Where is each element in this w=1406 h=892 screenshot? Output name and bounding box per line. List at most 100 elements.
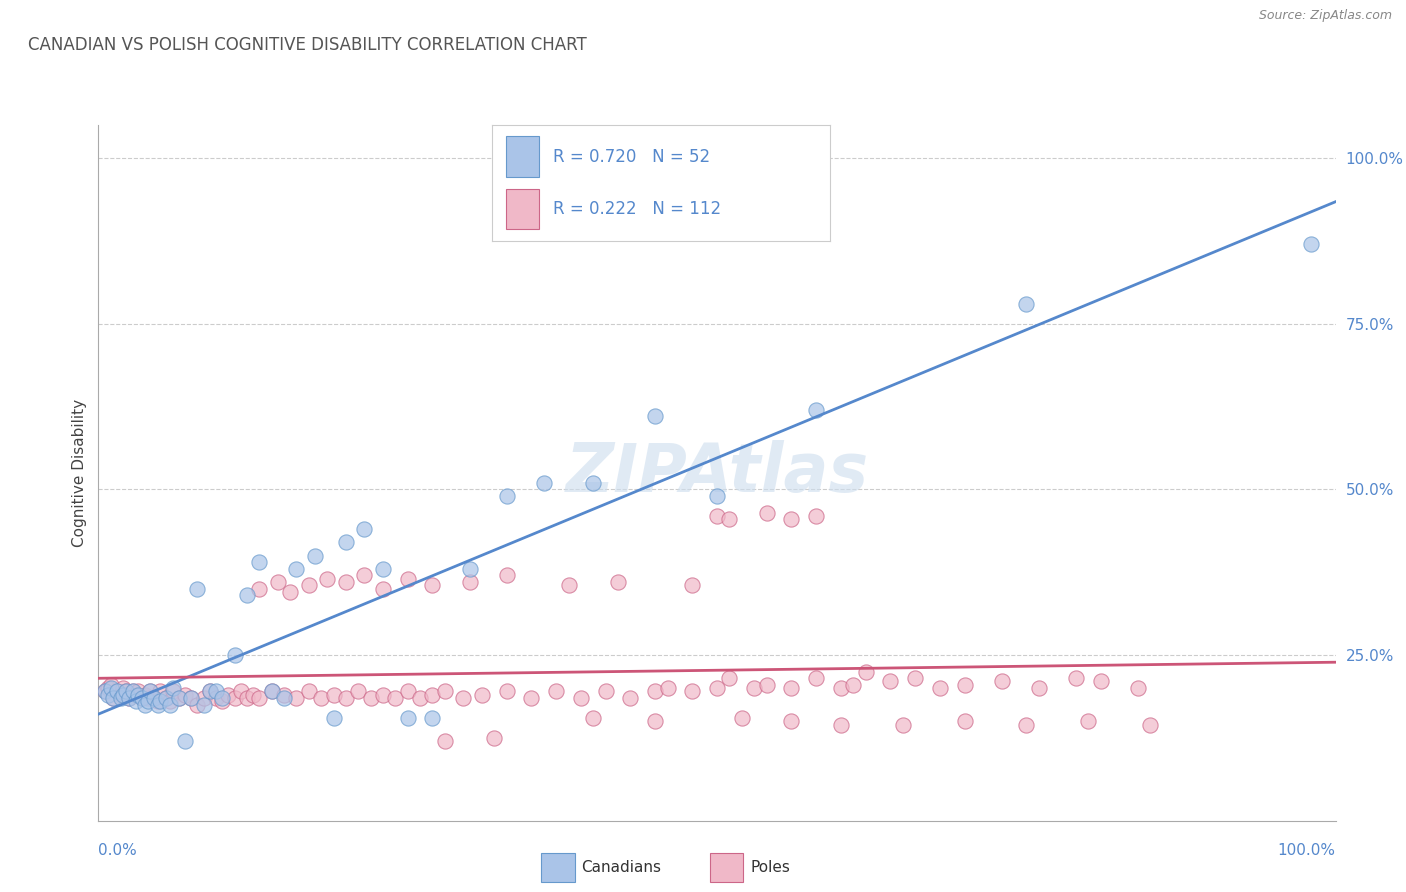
Point <box>433 734 456 748</box>
Point <box>159 698 181 712</box>
Point <box>619 691 641 706</box>
Point <box>267 575 290 590</box>
Point <box>198 684 221 698</box>
Point <box>595 684 617 698</box>
Point <box>236 588 259 602</box>
Point <box>124 694 146 708</box>
Point <box>247 582 270 596</box>
Point <box>879 674 901 689</box>
Point <box>174 688 197 702</box>
Point <box>718 671 741 685</box>
Point <box>131 691 153 706</box>
Point <box>953 678 976 692</box>
Point <box>533 475 555 490</box>
Point <box>162 681 184 695</box>
Point <box>122 684 145 698</box>
Point <box>114 684 136 698</box>
Point <box>990 674 1012 689</box>
Point <box>273 691 295 706</box>
Point <box>112 688 135 702</box>
Text: CANADIAN VS POLISH COGNITIVE DISABILITY CORRELATION CHART: CANADIAN VS POLISH COGNITIVE DISABILITY … <box>28 36 586 54</box>
Point <box>371 562 394 576</box>
Point <box>495 684 517 698</box>
Point <box>211 691 233 706</box>
Point <box>136 694 159 708</box>
Text: Source: ZipAtlas.com: Source: ZipAtlas.com <box>1258 9 1392 22</box>
Text: Poles: Poles <box>751 860 790 875</box>
Point <box>484 731 506 745</box>
Point <box>278 585 301 599</box>
Bar <box>710 854 744 881</box>
Point <box>804 402 827 417</box>
Point <box>112 681 135 695</box>
Point <box>422 578 444 592</box>
Point <box>103 691 125 706</box>
Point <box>347 684 370 698</box>
Point <box>422 711 444 725</box>
Point <box>193 698 215 712</box>
Point <box>780 714 803 729</box>
Text: R = 0.720   N = 52: R = 0.720 N = 52 <box>553 148 710 166</box>
Point <box>155 691 177 706</box>
Point <box>471 688 494 702</box>
Point <box>304 549 326 563</box>
Point <box>205 691 228 706</box>
Point <box>134 688 156 702</box>
Point <box>458 562 481 576</box>
Point <box>103 691 125 706</box>
Bar <box>506 136 540 177</box>
Point <box>384 691 406 706</box>
Point <box>353 522 375 536</box>
Point <box>953 714 976 729</box>
Point <box>582 475 605 490</box>
Point <box>780 512 803 526</box>
Point <box>842 678 865 692</box>
Point <box>105 684 128 698</box>
Point <box>644 409 666 424</box>
Point <box>298 684 321 698</box>
Point <box>193 691 215 706</box>
Point <box>127 688 149 702</box>
Point <box>159 694 181 708</box>
Point <box>1077 714 1099 729</box>
Point <box>495 568 517 582</box>
Point <box>97 688 120 702</box>
Point <box>100 681 122 695</box>
Point <box>131 691 153 706</box>
Point <box>229 684 252 698</box>
Point <box>335 575 357 590</box>
Point <box>105 684 128 698</box>
Y-axis label: Cognitive Disability: Cognitive Disability <box>72 399 87 547</box>
Point <box>928 681 950 695</box>
Point <box>755 506 778 520</box>
Point <box>260 684 283 698</box>
Point <box>681 684 703 698</box>
Point <box>396 711 419 725</box>
Point <box>804 671 827 685</box>
Point <box>644 684 666 698</box>
Point <box>149 684 172 698</box>
Point <box>93 684 115 698</box>
Point <box>495 489 517 503</box>
Point <box>118 691 141 706</box>
Point <box>167 691 190 706</box>
Point <box>1139 717 1161 731</box>
Point <box>706 489 728 503</box>
Point <box>134 698 156 712</box>
Point <box>180 691 202 706</box>
Point <box>205 684 228 698</box>
Bar <box>506 189 540 229</box>
Point <box>1090 674 1112 689</box>
Point <box>557 578 579 592</box>
Point <box>322 711 344 725</box>
Point <box>97 681 120 695</box>
Point <box>453 691 475 706</box>
Point <box>1028 681 1050 695</box>
Point <box>309 691 332 706</box>
Point <box>186 698 208 712</box>
Bar <box>541 854 575 881</box>
Point <box>139 684 162 698</box>
Point <box>122 684 145 698</box>
Point <box>149 694 172 708</box>
Point <box>335 535 357 549</box>
